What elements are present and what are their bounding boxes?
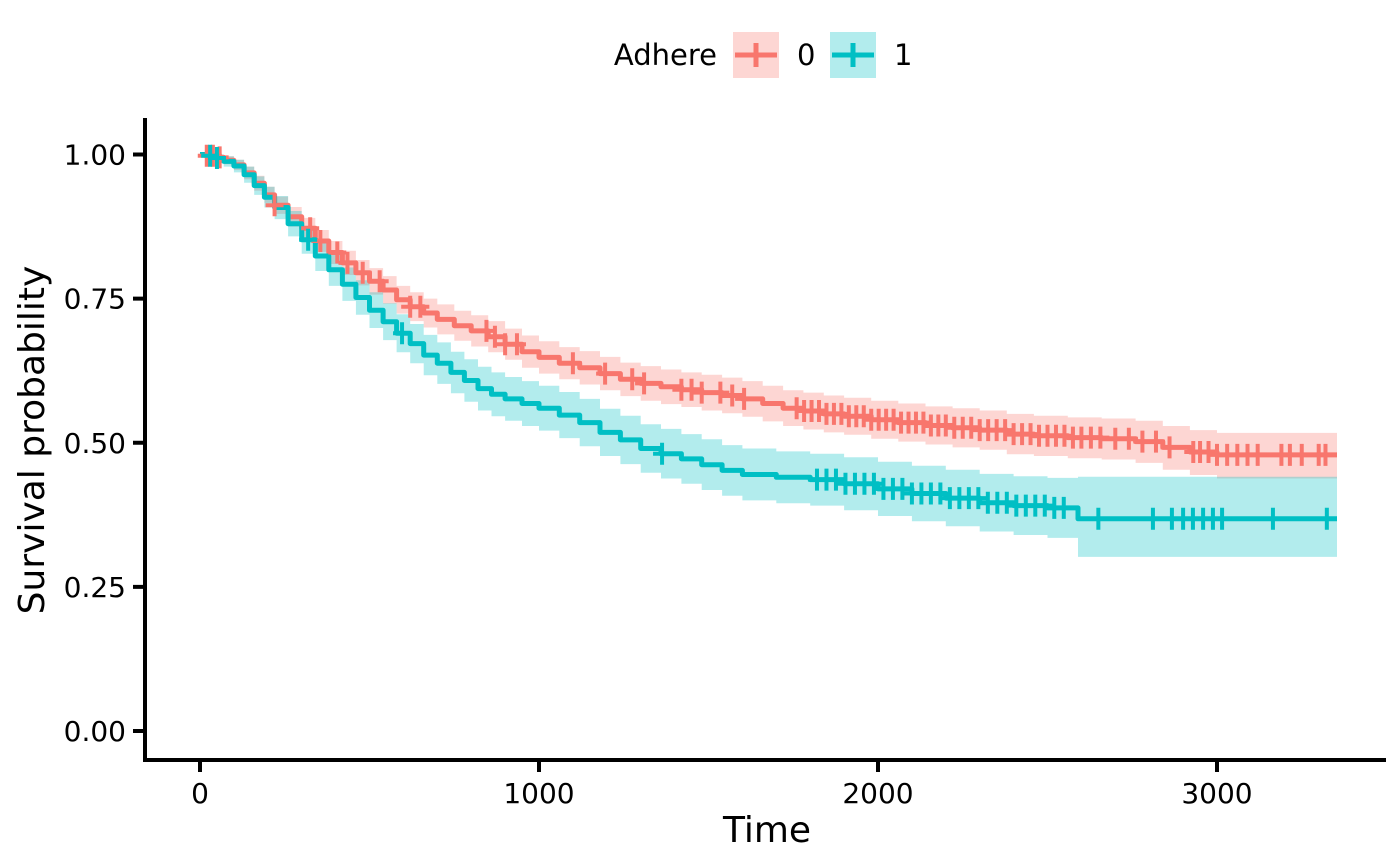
censor-plus-icon <box>936 414 955 437</box>
censor-plus-icon <box>353 261 372 284</box>
censor-plus-icon <box>411 295 430 318</box>
legend: Adhere 0 1 <box>614 32 912 78</box>
censor-plus-icon <box>711 381 730 404</box>
censor-plus-icon <box>931 482 950 505</box>
censor-plus-icon <box>623 368 642 391</box>
censor-plus-icon <box>207 147 226 169</box>
x-tick-label: 3000 <box>1181 777 1252 810</box>
x-tick-label: 0 <box>191 777 209 810</box>
x-axis-title: Time <box>722 810 811 851</box>
censor-plus-icon <box>996 419 1015 442</box>
y-tick-label: 0.75 <box>64 283 126 316</box>
censor-plus-icon <box>596 362 615 385</box>
censor-plus-icon <box>864 472 883 495</box>
censor-plus-icon <box>393 322 412 345</box>
censor-marks <box>197 144 1336 530</box>
censor-plus-icon <box>1054 496 1073 519</box>
legend-entry-0: 0 <box>733 32 815 78</box>
censor-plus-icon <box>370 270 389 293</box>
censor-plus-icon <box>635 372 654 395</box>
legend-plus-icon <box>832 43 874 67</box>
censor-plus-icon <box>682 378 701 401</box>
confidence-band-1 <box>200 154 1337 558</box>
censor-plus-icon <box>299 228 318 251</box>
legend-entry-label: 1 <box>894 38 912 72</box>
censor-plus-icon <box>265 194 284 217</box>
censor-plus-icon <box>893 477 912 500</box>
censor-plus-icon <box>735 387 754 410</box>
confidence-band-0 <box>200 154 1337 479</box>
censor-plus-icon <box>653 442 672 465</box>
censor-plus-icon <box>1263 507 1282 530</box>
censor-plus-icon <box>692 381 711 404</box>
censor-plus-icon <box>1089 507 1108 530</box>
confidence-bands <box>200 154 1337 558</box>
censor-plus-icon <box>507 333 526 356</box>
legend-entry-1: 1 <box>830 32 912 78</box>
censor-plus-icon <box>1199 441 1218 463</box>
x-tick-label: 2000 <box>842 777 913 810</box>
censor-plus-icon <box>723 384 742 407</box>
censor-plus-icon <box>563 352 582 375</box>
censor-plus-icon <box>1146 430 1165 453</box>
censor-plus-icon <box>1248 443 1267 466</box>
censor-marks-1 <box>201 144 1336 530</box>
censor-plus-icon <box>338 251 357 274</box>
censor-plus-icon <box>969 487 988 510</box>
censor-plus-icon <box>1035 494 1054 517</box>
censor-plus-icon <box>997 491 1016 514</box>
censor-plus-icon <box>1143 507 1162 530</box>
censor-plus-icon <box>301 217 320 240</box>
y-tick-label: 1.00 <box>64 139 126 172</box>
y-tick-label: 0.50 <box>64 427 126 460</box>
censor-plus-icon <box>1213 507 1232 530</box>
y-tick-label: 0.00 <box>64 715 126 748</box>
axes: 1.00 0.75 0.50 0.25 0.00 0 1000 2000 3000 <box>64 118 1386 810</box>
y-axis-title: Survival probability <box>12 266 53 615</box>
y-tick-label: 0.25 <box>64 571 126 604</box>
censor-plus-icon <box>1316 443 1335 466</box>
censor-plus-icon <box>1160 436 1179 459</box>
censor-plus-icon <box>962 416 981 439</box>
censor-plus-icon <box>826 468 845 491</box>
censor-plus-icon <box>1317 507 1336 530</box>
legend-title: Adhere <box>614 38 717 72</box>
censor-marks-0 <box>197 144 1335 466</box>
legend-entry-label: 0 <box>797 38 815 72</box>
censor-plus-icon <box>328 241 347 264</box>
censor-plus-icon <box>1292 443 1311 466</box>
legend-plus-icon <box>735 43 777 67</box>
censor-plus-icon <box>1119 427 1138 450</box>
censor-plus-icon <box>485 325 504 348</box>
x-tick-label: 1000 <box>503 777 574 810</box>
